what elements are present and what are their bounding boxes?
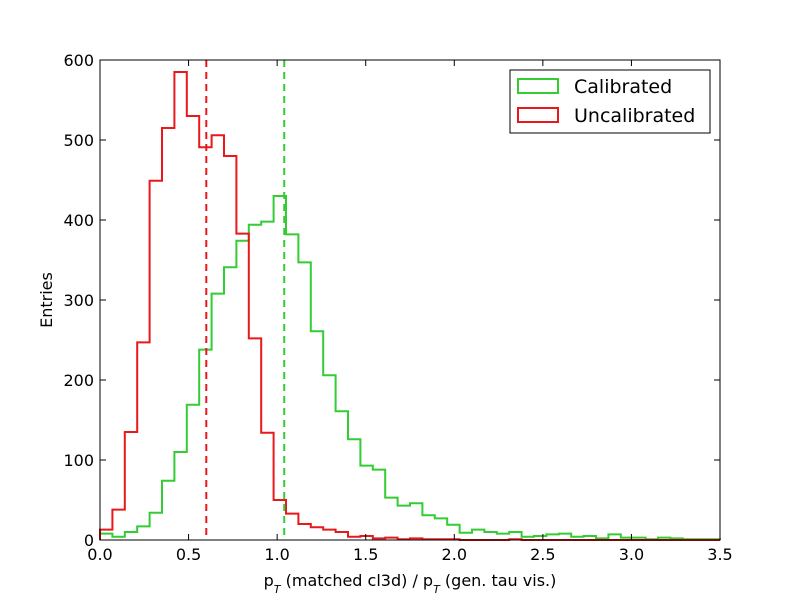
- x-tick-label: 3.5: [707, 545, 732, 564]
- x-tick-label: 1.5: [353, 545, 378, 564]
- x-tick-label: 3.0: [619, 545, 644, 564]
- legend: Calibrated Uncalibrated: [509, 69, 711, 134]
- x-tick-label: 2.0: [442, 545, 467, 564]
- legend-swatch-uncalibrated: [517, 107, 559, 123]
- y-axis-label: Entries: [37, 272, 56, 328]
- x-tick-label: 0.5: [176, 545, 201, 564]
- x-tick-label: 1.0: [264, 545, 289, 564]
- y-tick-label: 200: [63, 371, 94, 390]
- histogram-series-calibrated: [99, 195, 721, 541]
- legend-swatch-calibrated: [517, 78, 559, 94]
- legend-label-uncalibrated: Uncalibrated: [574, 105, 695, 127]
- y-tick-label: 500: [63, 131, 94, 150]
- y-tick-label: 100: [63, 451, 94, 470]
- x-axis-label: pT (matched cl3d) / pT (gen. tau vis.): [264, 571, 557, 596]
- y-tick-label: 0: [84, 531, 94, 550]
- axis-ticks: 0.0 0.5 1.0 1.5 2.0 2.5 3.0 3.5 0 100 200 300 400 500…: [63, 51, 732, 564]
- x-tick-label: 2.5: [530, 545, 555, 564]
- y-tick-label: 300: [63, 291, 94, 310]
- mean-lines: [205, 60, 286, 540]
- y-tick-label: 600: [63, 51, 94, 70]
- x-tick-label: 0.0: [87, 545, 112, 564]
- y-tick-label: 400: [63, 211, 94, 230]
- legend-label-calibrated: Calibrated: [574, 76, 672, 98]
